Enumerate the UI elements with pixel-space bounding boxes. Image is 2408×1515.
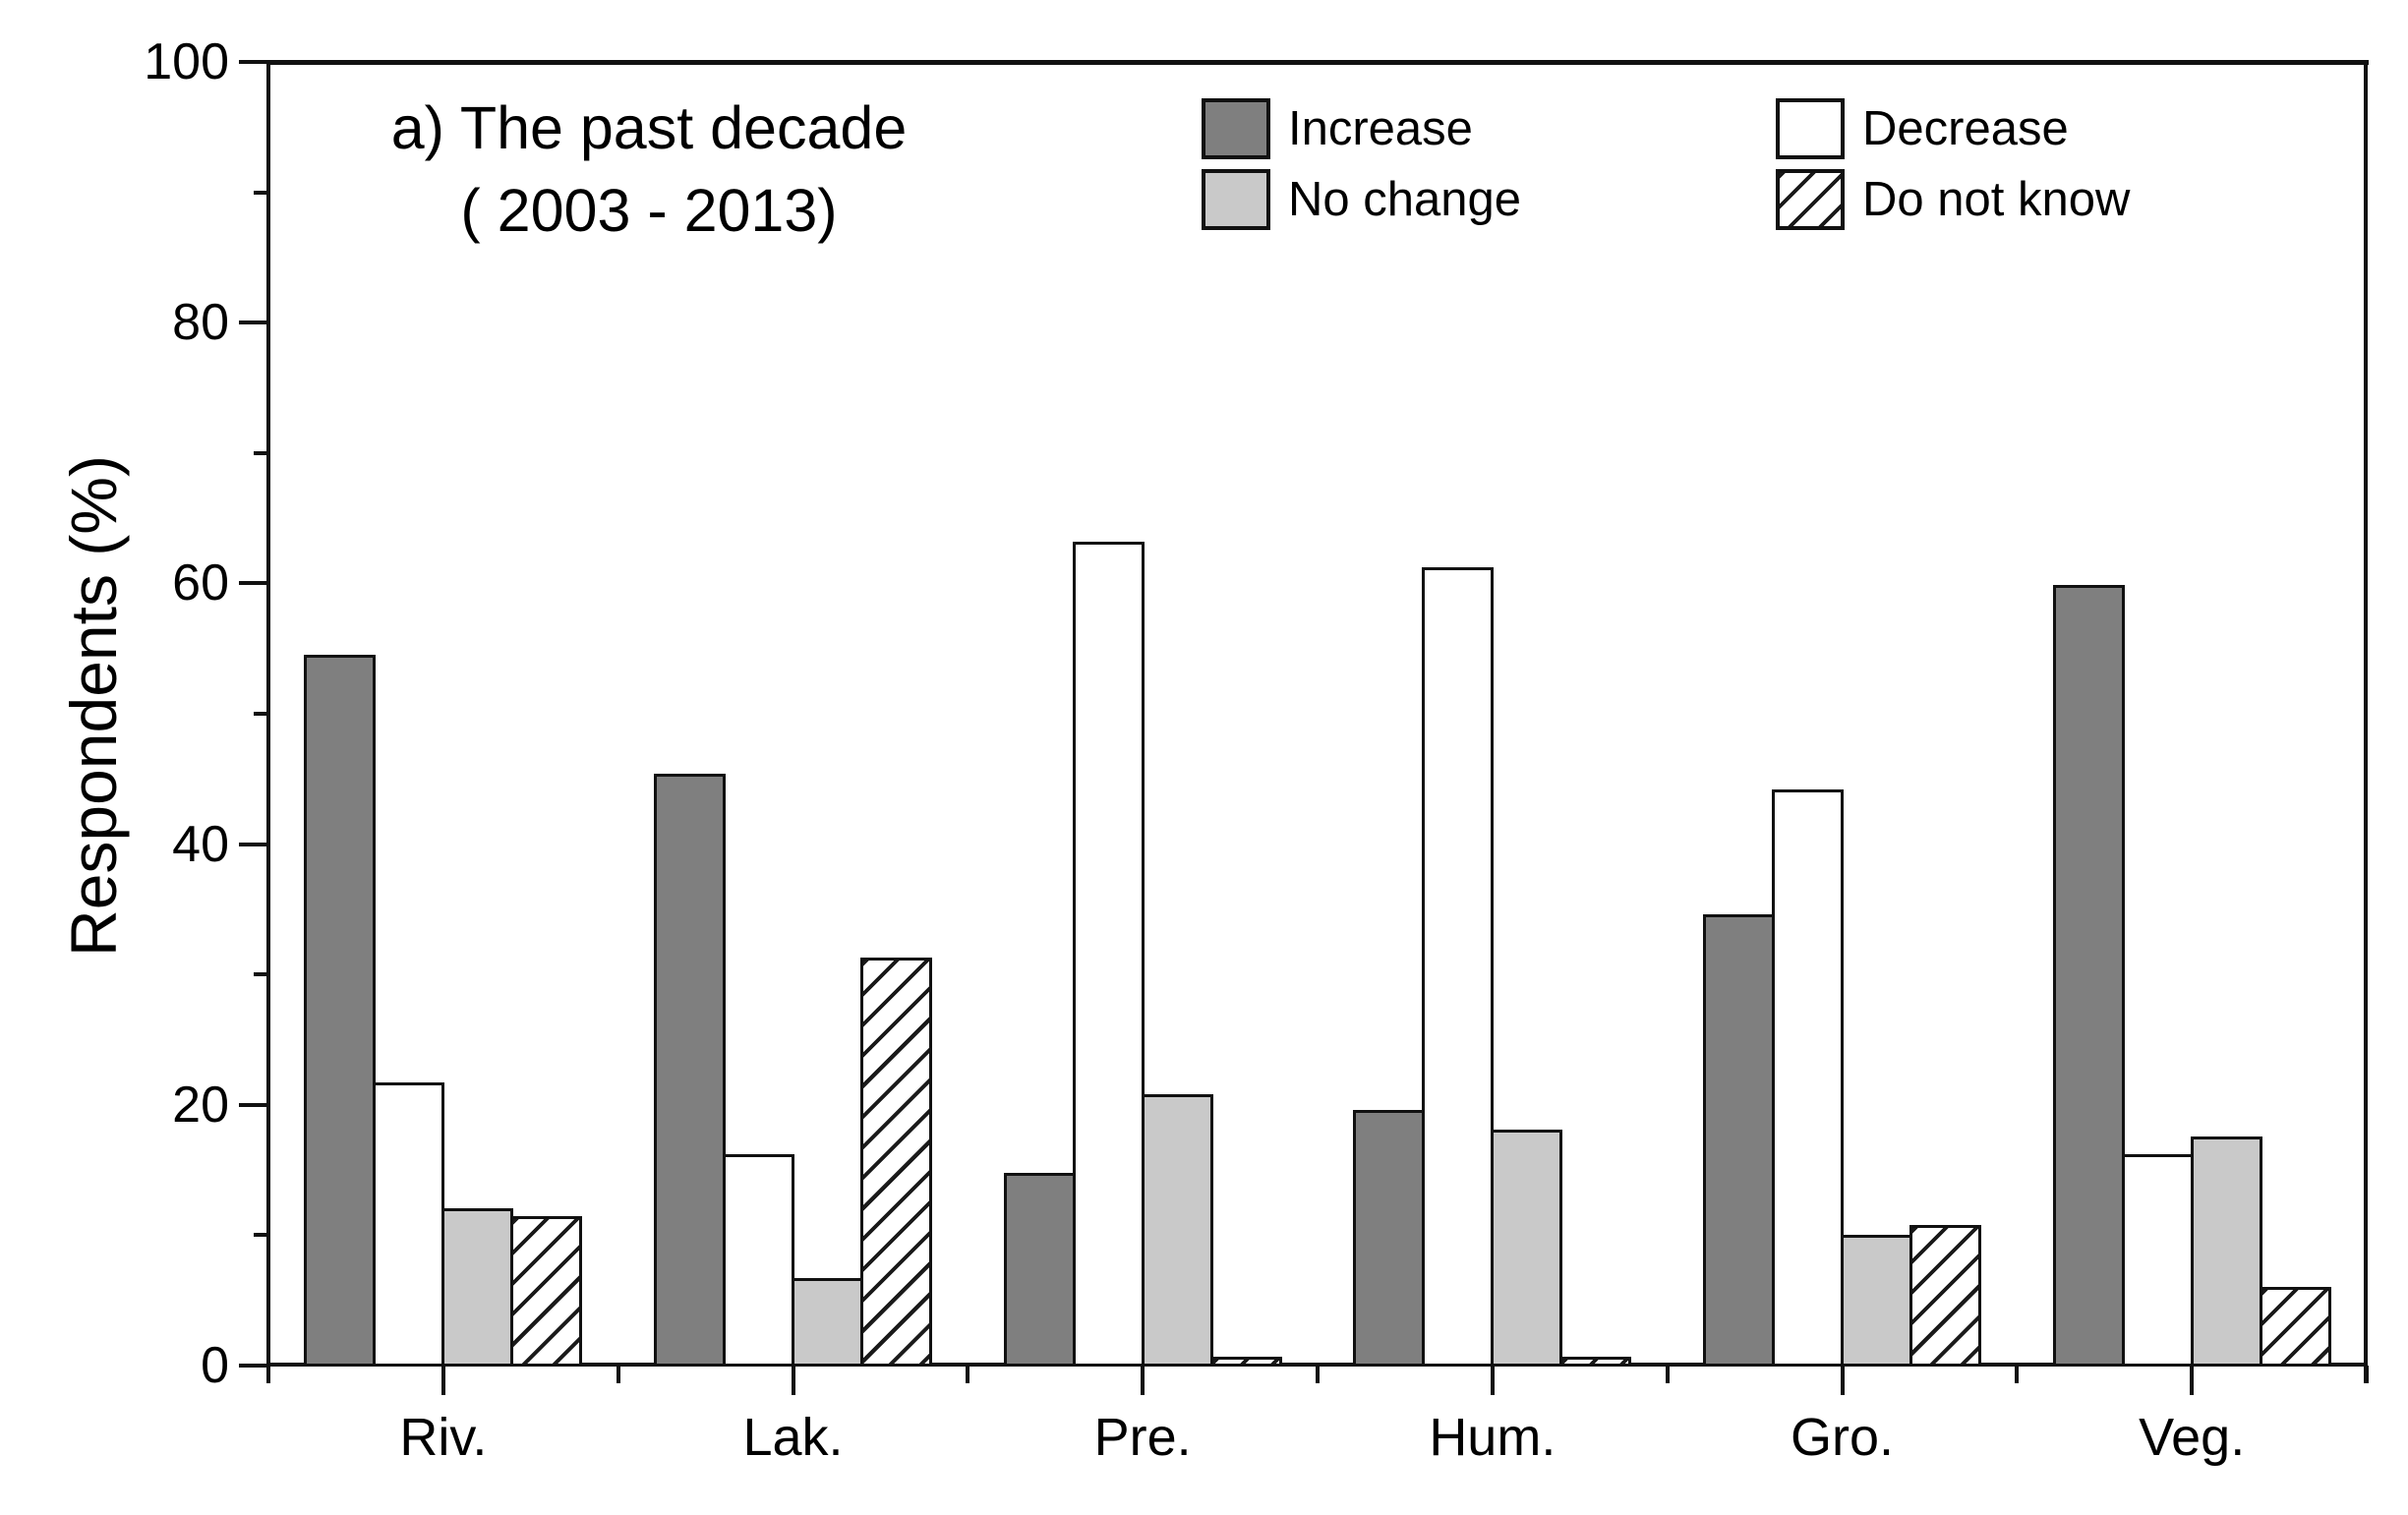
legend-swatch-no-change — [1202, 169, 1270, 230]
x-tick-label: Lak. — [742, 1408, 844, 1467]
bar-decrease-Pre — [1072, 541, 1145, 1367]
x-minor-boundary-tick — [1316, 1366, 1320, 1383]
x-axis-line — [266, 1363, 2368, 1367]
x-major-tick — [1840, 1366, 1845, 1395]
legend-label-no-change: No change — [1288, 173, 1522, 226]
y-tick-label: 20 — [172, 1076, 229, 1134]
plot-frame-right — [2364, 60, 2368, 1383]
x-minor-boundary-tick — [1665, 1366, 1670, 1383]
bar-no-change-Lak — [792, 1278, 863, 1367]
y-tick-label: 60 — [172, 554, 229, 612]
x-major-tick — [440, 1366, 445, 1395]
bar-do-not-know-Lak — [860, 957, 932, 1367]
bar-decrease-Gro — [1772, 788, 1844, 1367]
x-minor-boundary-tick — [266, 1366, 270, 1383]
bar-no-change-Hum — [1491, 1129, 1563, 1367]
bar-do-not-know-Riv — [510, 1215, 583, 1367]
chart-title: a) The past decade ( 2003 - 2013) — [390, 94, 908, 244]
x-minor-boundary-tick — [616, 1366, 620, 1383]
bar-increase-Lak — [654, 773, 726, 1367]
y-major-tick — [239, 581, 268, 586]
legend-swatch-do-not-know — [1776, 169, 1845, 230]
bar-increase-Pre — [1003, 1172, 1076, 1367]
y-minor-tick — [254, 972, 268, 977]
x-major-tick — [1490, 1366, 1495, 1395]
y-minor-tick — [254, 190, 268, 195]
bar-decrease-Lak — [723, 1154, 794, 1367]
x-minor-boundary-tick — [2365, 1366, 2369, 1383]
bar-do-not-know-Hum — [1559, 1356, 1632, 1367]
bar-decrease-Veg — [2121, 1154, 2194, 1367]
y-major-tick — [239, 842, 268, 846]
bar-increase-Gro — [1703, 914, 1775, 1367]
y-major-tick — [239, 60, 268, 64]
x-tick-label: Pre. — [1093, 1408, 1192, 1467]
y-major-tick — [239, 1102, 268, 1107]
bar-do-not-know-Veg — [2259, 1287, 2331, 1367]
legend-label-do-not-know: Do not know — [1862, 173, 2131, 226]
y-minor-tick — [254, 712, 268, 716]
x-minor-boundary-tick — [2015, 1366, 2020, 1383]
bar-no-change-Pre — [1141, 1094, 1213, 1367]
bar-increase-Veg — [2052, 584, 2125, 1367]
bar-no-change-Veg — [2190, 1136, 2262, 1367]
y-major-tick — [239, 320, 268, 325]
x-tick-label: Gro. — [1790, 1408, 1895, 1467]
x-major-tick — [791, 1366, 795, 1395]
y-tick-label: 0 — [201, 1337, 229, 1394]
bar-increase-Riv — [304, 655, 377, 1367]
bar-no-change-Riv — [441, 1207, 514, 1367]
y-tick-label: 100 — [144, 33, 229, 90]
y-minor-tick — [254, 450, 268, 455]
x-major-tick — [1141, 1366, 1145, 1395]
bar-decrease-Hum — [1422, 567, 1495, 1367]
x-tick-label: Riv. — [399, 1408, 488, 1467]
legend-label-decrease: Decrease — [1862, 102, 2069, 155]
x-tick-label: Hum. — [1429, 1408, 1556, 1467]
x-tick-label: Veg. — [2139, 1408, 2246, 1467]
bar-increase-Hum — [1353, 1110, 1426, 1367]
y-axis-line — [266, 60, 270, 1383]
y-major-tick — [239, 1364, 268, 1368]
y-tick-label: 80 — [172, 294, 229, 352]
y-axis-title: Respondents (%) — [57, 455, 130, 957]
legend-swatch-increase — [1202, 98, 1270, 159]
x-major-tick — [2190, 1366, 2195, 1395]
y-minor-tick — [254, 1233, 268, 1238]
bar-do-not-know-Pre — [1209, 1356, 1282, 1367]
legend-label-increase: Increase — [1288, 102, 1473, 155]
plot-frame-top — [268, 60, 2369, 65]
bar-decrease-Riv — [373, 1082, 445, 1367]
legend-swatch-decrease — [1776, 98, 1845, 159]
y-tick-label: 40 — [172, 815, 229, 873]
bar-no-change-Gro — [1841, 1235, 1912, 1367]
bar-do-not-know-Gro — [1909, 1224, 1981, 1367]
x-minor-boundary-tick — [966, 1366, 970, 1383]
